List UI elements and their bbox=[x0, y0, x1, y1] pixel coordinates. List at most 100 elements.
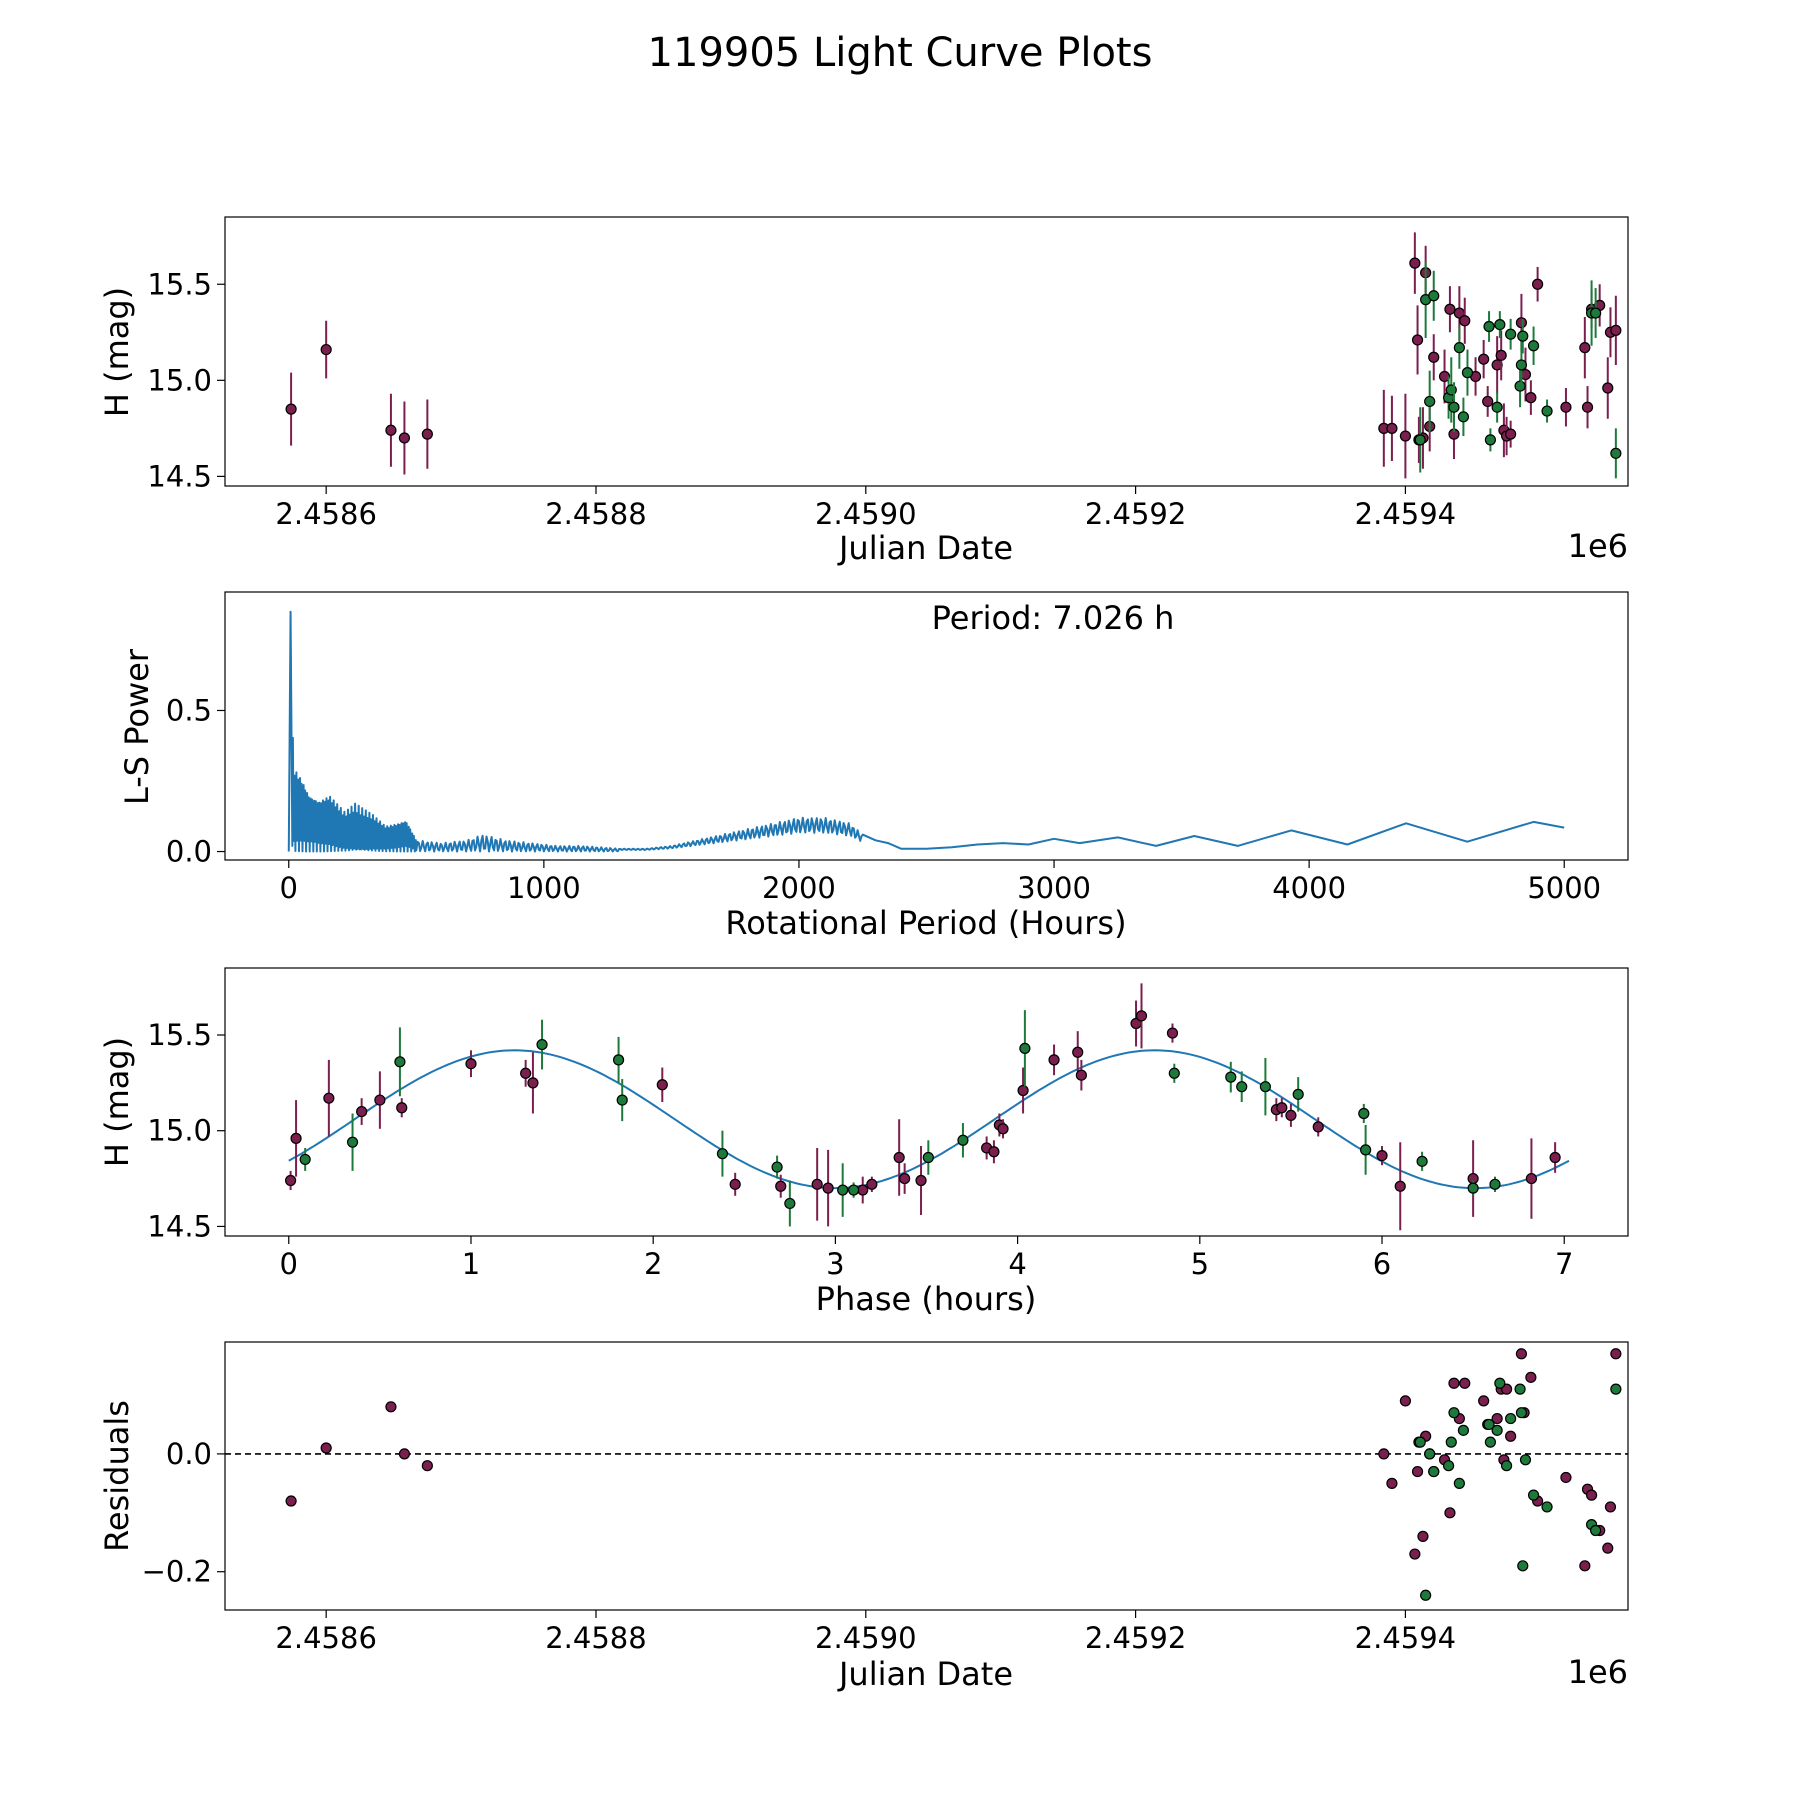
data-point bbox=[374, 1094, 386, 1106]
data-point bbox=[1525, 392, 1537, 404]
data-point bbox=[1409, 1548, 1421, 1560]
data-point bbox=[1399, 1395, 1412, 1407]
data-point bbox=[915, 1174, 927, 1187]
data-point bbox=[1560, 1471, 1572, 1484]
data-point bbox=[716, 1148, 729, 1160]
data-point bbox=[1494, 319, 1506, 331]
data-point bbox=[1457, 411, 1470, 423]
data-point bbox=[1424, 395, 1436, 408]
light-curve-plot-area bbox=[285, 232, 1622, 479]
data-point bbox=[1453, 342, 1465, 354]
data-point bbox=[1420, 1589, 1432, 1601]
x-tick-label: 2.4586 bbox=[275, 497, 376, 531]
data-point bbox=[811, 1178, 823, 1190]
data-point bbox=[784, 1197, 796, 1210]
data-point bbox=[1358, 1107, 1370, 1120]
x-tick-label: 2.4590 bbox=[815, 497, 916, 531]
x-tick-label: 3 bbox=[826, 1247, 844, 1281]
residuals-x-label: Julian Date bbox=[837, 1655, 1013, 1693]
data-point bbox=[465, 1058, 477, 1070]
data-point bbox=[1461, 367, 1474, 379]
panel-residuals: 2.4586 2.4588 2.4590 2.4592 2.4594 −0.2 0.0 J… bbox=[98, 1341, 1629, 1693]
data-point bbox=[1514, 380, 1526, 392]
residuals-y-ticks: −0.2 0.0 bbox=[142, 1437, 225, 1589]
data-point bbox=[1444, 1507, 1456, 1519]
data-point bbox=[421, 428, 433, 440]
data-point bbox=[1409, 257, 1421, 269]
y-tick-label: 15.5 bbox=[147, 267, 212, 301]
data-point bbox=[1484, 434, 1496, 446]
data-point bbox=[1505, 428, 1517, 440]
data-point bbox=[1525, 1371, 1537, 1383]
data-point bbox=[398, 432, 411, 444]
data-point bbox=[612, 1054, 625, 1066]
data-point bbox=[1459, 315, 1471, 327]
data-point bbox=[527, 1077, 539, 1089]
phase-folded-frame bbox=[224, 967, 1629, 1237]
data-point bbox=[1515, 317, 1528, 329]
data-point bbox=[1549, 1151, 1561, 1164]
data-point bbox=[396, 1102, 408, 1114]
data-point bbox=[1560, 401, 1572, 413]
data-point bbox=[320, 1442, 332, 1454]
data-point bbox=[1414, 1436, 1426, 1448]
data-point bbox=[1610, 447, 1622, 459]
data-point bbox=[1491, 1412, 1503, 1425]
data-point bbox=[1236, 1081, 1248, 1093]
x-tick-label: 2000 bbox=[762, 871, 836, 905]
data-point bbox=[1610, 1348, 1622, 1360]
data-point bbox=[866, 1178, 878, 1190]
data-point bbox=[323, 1092, 335, 1104]
data-point bbox=[1386, 422, 1398, 434]
data-point bbox=[1515, 359, 1528, 371]
phase-folded-x-ticks: 0 1 2 3 4 5 6 7 bbox=[280, 1236, 1573, 1281]
x-tick-label: 0 bbox=[280, 1247, 298, 1281]
x-tick-label: 2.4592 bbox=[1085, 1621, 1186, 1655]
figure-title: 119905 Light Curve Plots bbox=[648, 30, 1153, 76]
data-point bbox=[1610, 1383, 1622, 1395]
x-tick-label: 4000 bbox=[1272, 871, 1346, 905]
data-point bbox=[1484, 1436, 1496, 1448]
data-point bbox=[1505, 1430, 1517, 1442]
data-point bbox=[394, 1056, 406, 1068]
x-tick-label: 2.4594 bbox=[1355, 1621, 1456, 1655]
data-point bbox=[1424, 1448, 1436, 1460]
y-tick-label: 15.0 bbox=[147, 363, 212, 397]
x-tick-label: 7 bbox=[1555, 1247, 1573, 1281]
data-point bbox=[1414, 434, 1426, 446]
data-point bbox=[1478, 353, 1490, 365]
data-point bbox=[1519, 1454, 1532, 1466]
data-point bbox=[1166, 1027, 1179, 1039]
data-point bbox=[1312, 1121, 1324, 1133]
periodogram-frame bbox=[224, 591, 1629, 861]
x-tick-label: 6 bbox=[1373, 1247, 1391, 1281]
data-point bbox=[1017, 1084, 1029, 1097]
data-point bbox=[1428, 290, 1440, 302]
phase-folded-y-label: H (mag) bbox=[98, 1037, 136, 1167]
data-point bbox=[1259, 1081, 1272, 1093]
x-tick-label: 5000 bbox=[1527, 871, 1601, 905]
periodogram-line bbox=[287, 610, 1565, 853]
data-point bbox=[1378, 1448, 1390, 1460]
data-point bbox=[1448, 1407, 1460, 1419]
residuals-plot-area bbox=[225, 1348, 1628, 1601]
data-point bbox=[1411, 334, 1424, 346]
residuals-frame bbox=[224, 1341, 1629, 1611]
data-point bbox=[1448, 1377, 1460, 1389]
y-tick-label: 14.5 bbox=[147, 459, 212, 493]
x-tick-label: 4 bbox=[1008, 1247, 1026, 1281]
x-tick-label: 2.4590 bbox=[815, 1621, 916, 1655]
data-point bbox=[1467, 1182, 1479, 1194]
data-point bbox=[1517, 330, 1529, 342]
data-point bbox=[1448, 401, 1460, 413]
light-curve-x-ticks: 2.4586 2.4588 2.4590 2.4592 2.4594 bbox=[275, 486, 1456, 531]
data-point bbox=[1225, 1071, 1237, 1083]
data-point bbox=[988, 1146, 1000, 1158]
y-tick-label: 15.5 bbox=[147, 1018, 212, 1052]
data-point bbox=[1072, 1046, 1084, 1058]
data-point bbox=[1505, 328, 1517, 340]
y-tick-label: 0.0 bbox=[166, 835, 212, 869]
x-tick-label: 2.4594 bbox=[1355, 497, 1456, 531]
data-point bbox=[1585, 1489, 1598, 1501]
data-point bbox=[1428, 1465, 1440, 1478]
